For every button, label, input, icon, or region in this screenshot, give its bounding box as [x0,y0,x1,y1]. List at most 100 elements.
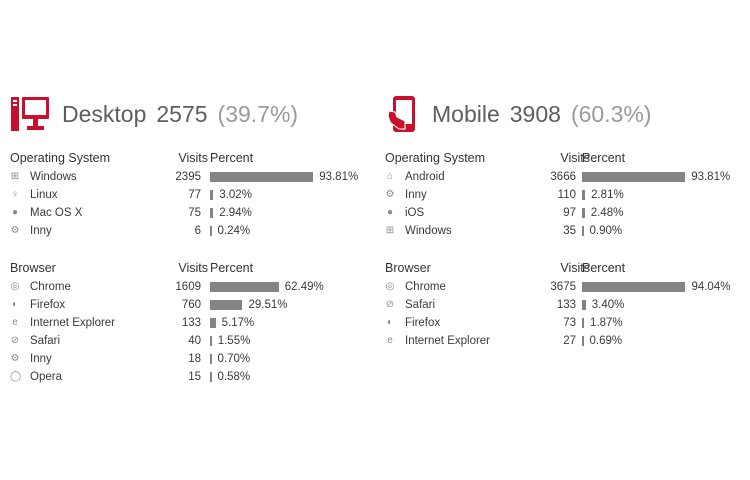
chrome-icon: ◎ [385,281,395,292]
column-header-browser: Browser [10,261,56,275]
row-label: Safari [30,335,61,347]
percent-value: 1.55% [217,335,251,347]
firefox-icon: ◐ [11,299,19,310]
row-label: Linux [30,189,58,201]
desktop-title: Desktop [62,101,147,127]
table-row: ⚙ Inny 18 0.70% [10,350,365,368]
percent-value: 93.81% [691,171,731,183]
desktop-share: (39.7%) [217,101,299,127]
mobile-os-table: Operating System Visits Percent ⌂ Android… [385,148,740,240]
mobile-header: Mobile 3908 (60.3%) [385,94,740,134]
percent-value: 3.40% [591,299,625,311]
safari-icon: ⊘ [10,335,20,346]
percent-bar [210,208,214,218]
row-label: Firefox [30,299,66,311]
percent-bar [210,226,212,236]
row-visits: 110 [557,189,576,201]
percent-bar [210,172,314,182]
android-icon: ⌂ [386,171,394,182]
row-label: Internet Explorer [30,317,116,329]
column-header-visits: Visits [178,151,208,165]
row-label: Inny [405,189,427,201]
ie-icon: e [12,317,18,328]
mobile-title: Mobile [432,101,500,127]
row-visits: 40 [188,335,201,347]
table-row: ⌂ Android 3666 93.81% [385,168,740,186]
row-visits: 97 [563,207,576,219]
windows-icon: ⊞ [10,171,20,182]
row-label: iOS [405,207,425,219]
desktop-panel: Desktop 2575 (39.7%) Operating System Visi… [10,94,365,383]
table-row: ♀ Linux 77 3.02% [10,186,365,204]
row-visits: 2395 [175,171,201,183]
row-visits: 133 [556,299,576,311]
mobile-count: 3908 [509,101,561,127]
table-header: Operating System Visits Percent [10,148,365,168]
windows-icon: ⊞ [385,225,395,236]
row-visits: 6 [194,225,201,237]
percent-bar [582,208,585,218]
row-label: Inny [30,225,52,237]
mobile-panel: Mobile 3908 (60.3%) Operating System Visit… [385,94,740,347]
table-row: ⊞ Windows 35 0.90% [385,222,740,240]
row-label: Safari [405,299,436,311]
gear-icon: ⚙ [10,225,20,236]
row-visits: 15 [188,371,201,383]
row-visits: 77 [188,189,201,201]
column-header-browser: Browser [385,261,431,275]
percent-bar [210,282,279,292]
row-visits: 133 [181,317,201,329]
row-visits: 3675 [550,281,576,293]
gear-icon: ⚙ [10,353,20,364]
gear-icon: ⚙ [385,189,395,200]
percent-bar [582,336,584,346]
percent-value: 0.69% [589,335,623,347]
safari-icon: ⊘ [385,299,395,310]
percent-bar [582,318,585,328]
row-label: Opera [30,371,62,383]
desktop-count: 2575 [156,101,208,127]
percent-value: 2.48% [590,207,624,219]
percent-bar [210,336,212,346]
table-row: ⚙ Inny 110 2.81% [385,186,740,204]
column-header-percent: Percent [582,261,626,275]
table-row: ⊞ Windows 2395 93.81% [10,168,365,186]
apple-icon: ● [386,207,394,218]
row-visits: 27 [563,335,576,347]
table-row: ◐ Firefox 73 1.87% [385,314,740,332]
percent-bar [582,282,686,292]
linux-icon: ♀ [11,189,19,200]
table-row: ● Mac OS X 75 2.94% [10,204,365,222]
column-header-visits: Visits [178,261,208,275]
percent-value: 0.70% [217,353,251,365]
percent-value: 2.94% [219,207,252,219]
table-header: Operating System Visits Percent [385,148,740,168]
percent-bar [582,172,686,182]
table-header: Browser Visits Percent [10,258,365,278]
column-header-percent: Percent [582,151,626,165]
table-row: e Internet Explorer 27 0.69% [385,332,740,350]
table-row: ⚙ Inny 6 0.24% [10,222,365,240]
percent-value: 0.24% [217,225,251,237]
percent-bar [582,226,584,236]
percent-value: 1.87% [590,317,623,329]
percent-value: 93.81% [319,171,359,183]
percent-value: 5.17% [221,317,255,329]
percent-bar [210,300,243,310]
percent-bar [582,300,586,310]
column-header-os: Operating System [385,151,486,165]
table-row: ◯ Opera 15 0.58% [10,368,365,386]
row-label: Chrome [30,281,71,293]
percent-value: 3.02% [219,189,252,201]
column-header-visits: Visits [560,151,590,165]
percent-value: 0.90% [589,225,623,237]
table-row: ◐ Firefox 760 29.51% [10,296,365,314]
column-header-visits: Visits [560,261,590,275]
table-row: ⊘ Safari 40 1.55% [10,332,365,350]
row-visits: 35 [563,225,576,237]
desktop-browser-table: Browser Visits Percent ◎ Chrome 1609 62.49%… [10,258,365,386]
percent-value: 29.51% [248,299,288,311]
firefox-icon: ◐ [386,317,394,328]
row-visits: 18 [188,353,201,365]
desktop-header: Desktop 2575 (39.7%) [10,94,365,134]
